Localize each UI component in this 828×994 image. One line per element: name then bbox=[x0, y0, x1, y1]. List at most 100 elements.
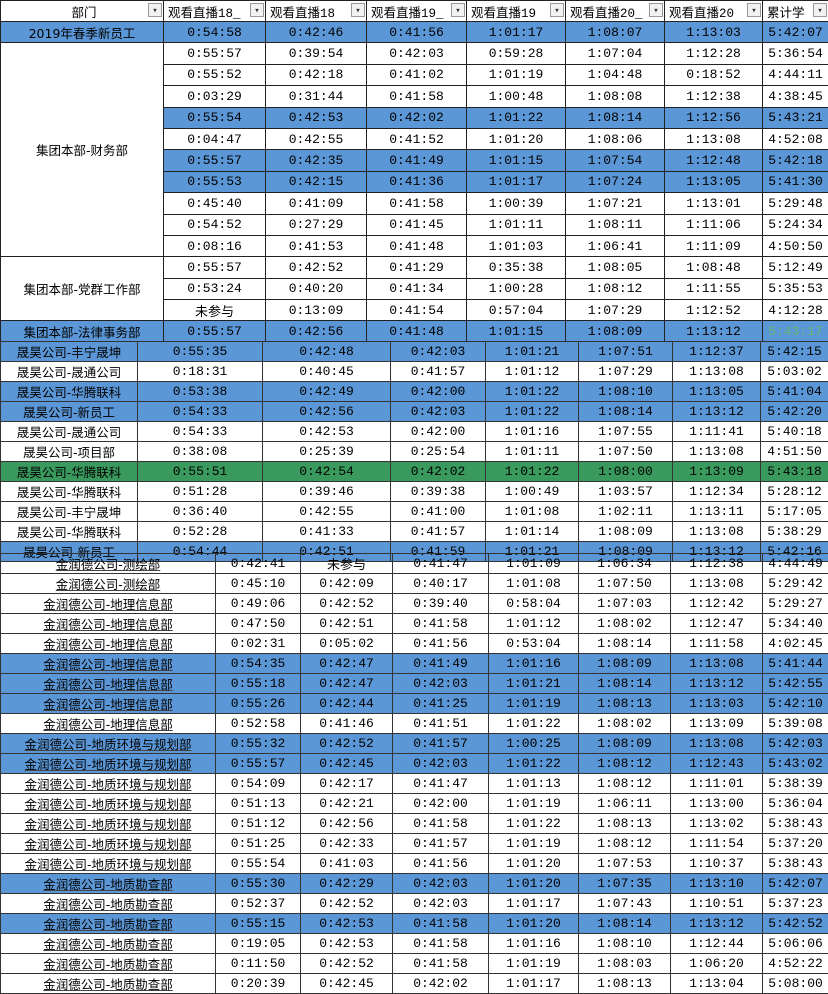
time-cell[interactable]: 0:42:55 bbox=[266, 128, 367, 149]
total-cell[interactable]: 5:36:04 bbox=[763, 794, 828, 814]
time-cell[interactable]: 1:08:14 bbox=[579, 674, 671, 694]
time-cell[interactable]: 1:13:03 bbox=[665, 22, 763, 43]
time-cell[interactable]: 0:41:53 bbox=[266, 235, 367, 256]
department-cell[interactable]: 集团本部-财务部 bbox=[1, 43, 164, 257]
time-cell[interactable]: 0:42:48 bbox=[263, 342, 391, 362]
time-cell[interactable]: 0:13:09 bbox=[266, 300, 367, 321]
time-cell[interactable]: 1:08:14 bbox=[579, 634, 671, 654]
time-cell[interactable]: 1:13:01 bbox=[665, 193, 763, 214]
time-cell[interactable]: 0:55:57 bbox=[216, 754, 301, 774]
time-cell[interactable]: 1:13:12 bbox=[673, 402, 761, 422]
time-cell[interactable]: 1:08:07 bbox=[566, 22, 665, 43]
time-cell[interactable]: 0:55:32 bbox=[216, 734, 301, 754]
total-cell[interactable]: 4:44:49 bbox=[763, 554, 828, 574]
time-cell[interactable]: 0:42:53 bbox=[301, 934, 393, 954]
time-cell[interactable]: 1:08:10 bbox=[579, 934, 671, 954]
time-cell[interactable]: 0:41:25 bbox=[393, 694, 489, 714]
filter-dropdown-icon[interactable]: ▾ bbox=[351, 3, 365, 17]
time-cell[interactable]: 0:42:09 bbox=[301, 574, 393, 594]
total-cell[interactable]: 5:29:27 bbox=[763, 594, 828, 614]
time-cell[interactable]: 0:36:40 bbox=[138, 502, 263, 522]
total-cell[interactable]: 5:12:49 bbox=[763, 257, 828, 278]
time-cell[interactable]: 1:13:08 bbox=[671, 654, 763, 674]
time-cell[interactable]: 1:08:09 bbox=[579, 734, 671, 754]
time-cell[interactable]: 0:08:16 bbox=[164, 235, 266, 256]
time-cell[interactable]: 0:54:09 bbox=[216, 774, 301, 794]
time-cell[interactable]: 1:01:16 bbox=[489, 654, 579, 674]
time-cell[interactable]: 1:13:03 bbox=[671, 694, 763, 714]
total-cell[interactable]: 4:12:28 bbox=[763, 300, 828, 321]
time-cell[interactable]: 1:01:19 bbox=[489, 954, 579, 974]
time-cell[interactable]: 1:01:17 bbox=[467, 171, 566, 192]
time-cell[interactable]: 0:42:56 bbox=[263, 402, 391, 422]
total-cell[interactable]: 5:03:02 bbox=[761, 362, 828, 382]
time-cell[interactable]: 1:08:48 bbox=[665, 257, 763, 278]
column-header[interactable]: 观看直播18▾ bbox=[266, 1, 367, 22]
time-cell[interactable]: 0:55:57 bbox=[164, 150, 266, 171]
time-cell[interactable]: 0:51:13 bbox=[216, 794, 301, 814]
time-cell[interactable]: 0:41:57 bbox=[391, 522, 486, 542]
time-cell[interactable]: 1:10:37 bbox=[671, 854, 763, 874]
time-cell[interactable]: 1:01:17 bbox=[467, 22, 566, 43]
time-cell[interactable]: 0:41:33 bbox=[263, 522, 391, 542]
department-cell[interactable]: 金润德公司-测绘部 bbox=[1, 554, 216, 574]
time-cell[interactable]: 1:01:16 bbox=[486, 422, 579, 442]
time-cell[interactable]: 1:11:06 bbox=[665, 214, 763, 235]
time-cell[interactable]: 1:01:22 bbox=[489, 814, 579, 834]
time-cell[interactable]: 1:08:08 bbox=[566, 86, 665, 107]
time-cell[interactable]: 1:13:02 bbox=[671, 814, 763, 834]
department-cell[interactable]: 晟昊公司-华腾联科 bbox=[1, 522, 138, 542]
time-cell[interactable]: 1:13:08 bbox=[673, 362, 761, 382]
department-cell[interactable]: 金润德公司-地质勘查部 bbox=[1, 874, 216, 894]
time-cell[interactable]: 0:53:04 bbox=[489, 634, 579, 654]
time-cell[interactable]: 0:41:02 bbox=[367, 64, 467, 85]
time-cell[interactable]: 0:02:31 bbox=[216, 634, 301, 654]
time-cell[interactable]: 1:13:00 bbox=[671, 794, 763, 814]
total-cell[interactable]: 5:42:52 bbox=[763, 914, 828, 934]
time-cell[interactable]: 1:01:22 bbox=[486, 402, 579, 422]
total-cell[interactable]: 4:44:11 bbox=[763, 64, 828, 85]
time-cell[interactable]: 1:08:12 bbox=[579, 774, 671, 794]
time-cell[interactable]: 0:42:56 bbox=[266, 321, 367, 342]
time-cell[interactable]: 0:03:29 bbox=[164, 86, 266, 107]
time-cell[interactable]: 0:42:00 bbox=[393, 794, 489, 814]
time-cell[interactable]: 1:01:13 bbox=[489, 774, 579, 794]
time-cell[interactable]: 0:42:29 bbox=[301, 874, 393, 894]
time-cell[interactable]: 1:13:08 bbox=[671, 734, 763, 754]
time-cell[interactable]: 1:01:22 bbox=[486, 382, 579, 402]
time-cell[interactable]: 1:01:21 bbox=[489, 674, 579, 694]
time-cell[interactable]: 0:11:50 bbox=[216, 954, 301, 974]
total-cell[interactable]: 4:02:45 bbox=[763, 634, 828, 654]
time-cell[interactable]: 0:41:57 bbox=[391, 362, 486, 382]
time-cell[interactable]: 0:41:54 bbox=[367, 300, 467, 321]
time-cell[interactable]: 0:41:49 bbox=[393, 654, 489, 674]
department-cell[interactable]: 金润德公司-地理信息部 bbox=[1, 694, 216, 714]
time-cell[interactable]: 0:41:58 bbox=[393, 814, 489, 834]
total-cell[interactable]: 4:52:08 bbox=[763, 128, 828, 149]
time-cell[interactable]: 1:07:43 bbox=[579, 894, 671, 914]
time-cell[interactable]: 0:53:24 bbox=[164, 278, 266, 299]
time-cell[interactable]: 0:42:45 bbox=[301, 754, 393, 774]
time-cell[interactable]: 0:42:52 bbox=[266, 257, 367, 278]
time-cell[interactable]: 1:08:11 bbox=[566, 214, 665, 235]
time-cell[interactable]: 0:42:52 bbox=[301, 734, 393, 754]
time-cell[interactable]: 0:41:56 bbox=[367, 22, 467, 43]
time-cell[interactable]: 0:41:48 bbox=[367, 321, 467, 342]
time-cell[interactable]: 0:42:53 bbox=[301, 914, 393, 934]
time-cell[interactable]: 1:07:29 bbox=[579, 362, 673, 382]
time-cell[interactable]: 1:08:02 bbox=[579, 714, 671, 734]
time-cell[interactable]: 0:42:03 bbox=[367, 43, 467, 64]
total-cell[interactable]: 5:41:04 bbox=[761, 382, 828, 402]
time-cell[interactable]: 0:55:53 bbox=[164, 171, 266, 192]
time-cell[interactable]: 0:25:39 bbox=[263, 442, 391, 462]
total-cell[interactable]: 5:37:23 bbox=[763, 894, 828, 914]
time-cell[interactable]: 1:12:47 bbox=[671, 614, 763, 634]
time-cell[interactable]: 1:07:54 bbox=[566, 150, 665, 171]
time-cell[interactable]: 1:06:41 bbox=[566, 235, 665, 256]
time-cell[interactable]: 0:39:54 bbox=[266, 43, 367, 64]
time-cell[interactable]: 0:42:54 bbox=[263, 462, 391, 482]
time-cell[interactable]: 0:41:03 bbox=[301, 854, 393, 874]
time-cell[interactable]: 0:41:58 bbox=[393, 954, 489, 974]
time-cell[interactable]: 0:04:47 bbox=[164, 128, 266, 149]
time-cell[interactable]: 1:02:11 bbox=[579, 502, 673, 522]
